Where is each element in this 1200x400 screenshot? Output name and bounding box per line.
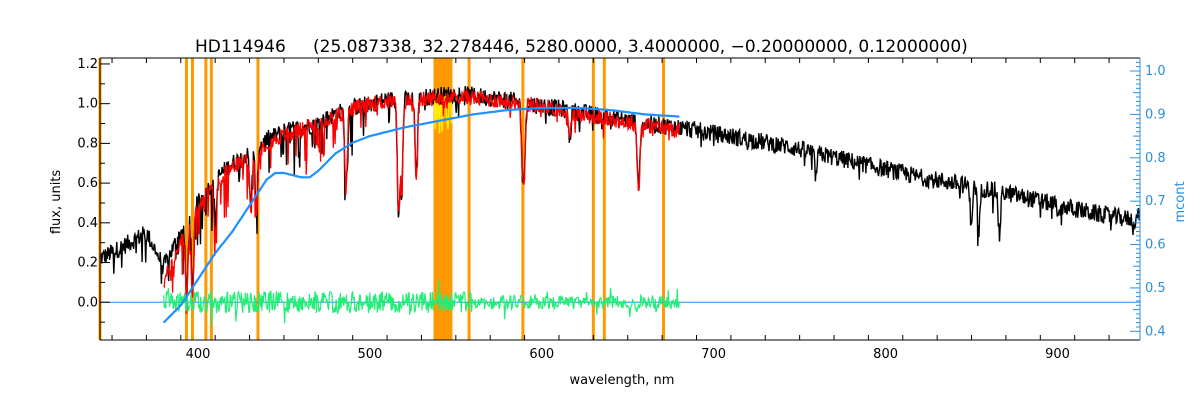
y-tick-label-right: 0.9	[1145, 107, 1166, 122]
y-tick-label-right: 0.6	[1145, 238, 1166, 253]
x-axis-label: wavelength, nm	[570, 373, 675, 388]
mask-line	[440, 58, 444, 340]
x-tick-label: 500	[357, 347, 382, 362]
y-axis-label-right: mcont	[1173, 181, 1188, 222]
axes-layer: 400 500 600 700 800 900 0.0 0.2 0.4 0.6 0.8 1.0 1.2 0…	[77, 57, 1165, 362]
residual-layer	[100, 280, 1140, 326]
y-tick-label-left: 0.8	[77, 136, 98, 151]
mask-line	[446, 58, 450, 340]
residual-line	[163, 280, 680, 326]
mask-line	[449, 58, 453, 340]
mask-line	[184, 58, 188, 340]
chart-title-object: HD114946	[195, 37, 286, 57]
y-tick-label-left: 1.2	[77, 57, 98, 72]
y-tick-label-left: 0.0	[77, 295, 98, 310]
continuum-line	[162, 106, 680, 324]
mask-line	[467, 58, 471, 340]
mask-line	[661, 58, 665, 340]
y-axis-label-left: flux, units	[49, 170, 64, 235]
y-tick-label-right: 0.4	[1145, 324, 1166, 339]
y-tick-label-right: 0.5	[1145, 281, 1166, 296]
x-tick-label: 400	[186, 347, 211, 362]
y-tick-label-left: 1.0	[77, 97, 98, 112]
mask-line	[602, 58, 606, 340]
mask-line	[591, 58, 595, 340]
continuum-layer	[162, 106, 680, 324]
x-tick-label: 700	[701, 347, 726, 362]
x-tick-label: 800	[873, 347, 898, 362]
y-tick-label-right: 0.8	[1145, 151, 1166, 166]
y-tick-label-left: 0.6	[77, 176, 98, 191]
mask-line	[190, 58, 194, 340]
mask-line	[521, 58, 525, 340]
x-tick-label: 900	[1045, 347, 1070, 362]
mask-line	[437, 58, 441, 340]
y-tick-label-left: 0.2	[77, 256, 98, 271]
x-tick-label: 600	[529, 347, 554, 362]
y-tick-label-right: 0.7	[1145, 194, 1166, 209]
model-spectrum-layer	[163, 88, 680, 314]
model-spectrum-line	[163, 88, 680, 314]
chart-title-parameters: (25.087338, 32.278446, 5280.0000, 3.4000…	[313, 37, 968, 57]
y-tick-label-right: 1.0	[1145, 64, 1166, 79]
mask-line	[443, 58, 447, 340]
y-tick-label-left: 0.4	[77, 216, 98, 231]
